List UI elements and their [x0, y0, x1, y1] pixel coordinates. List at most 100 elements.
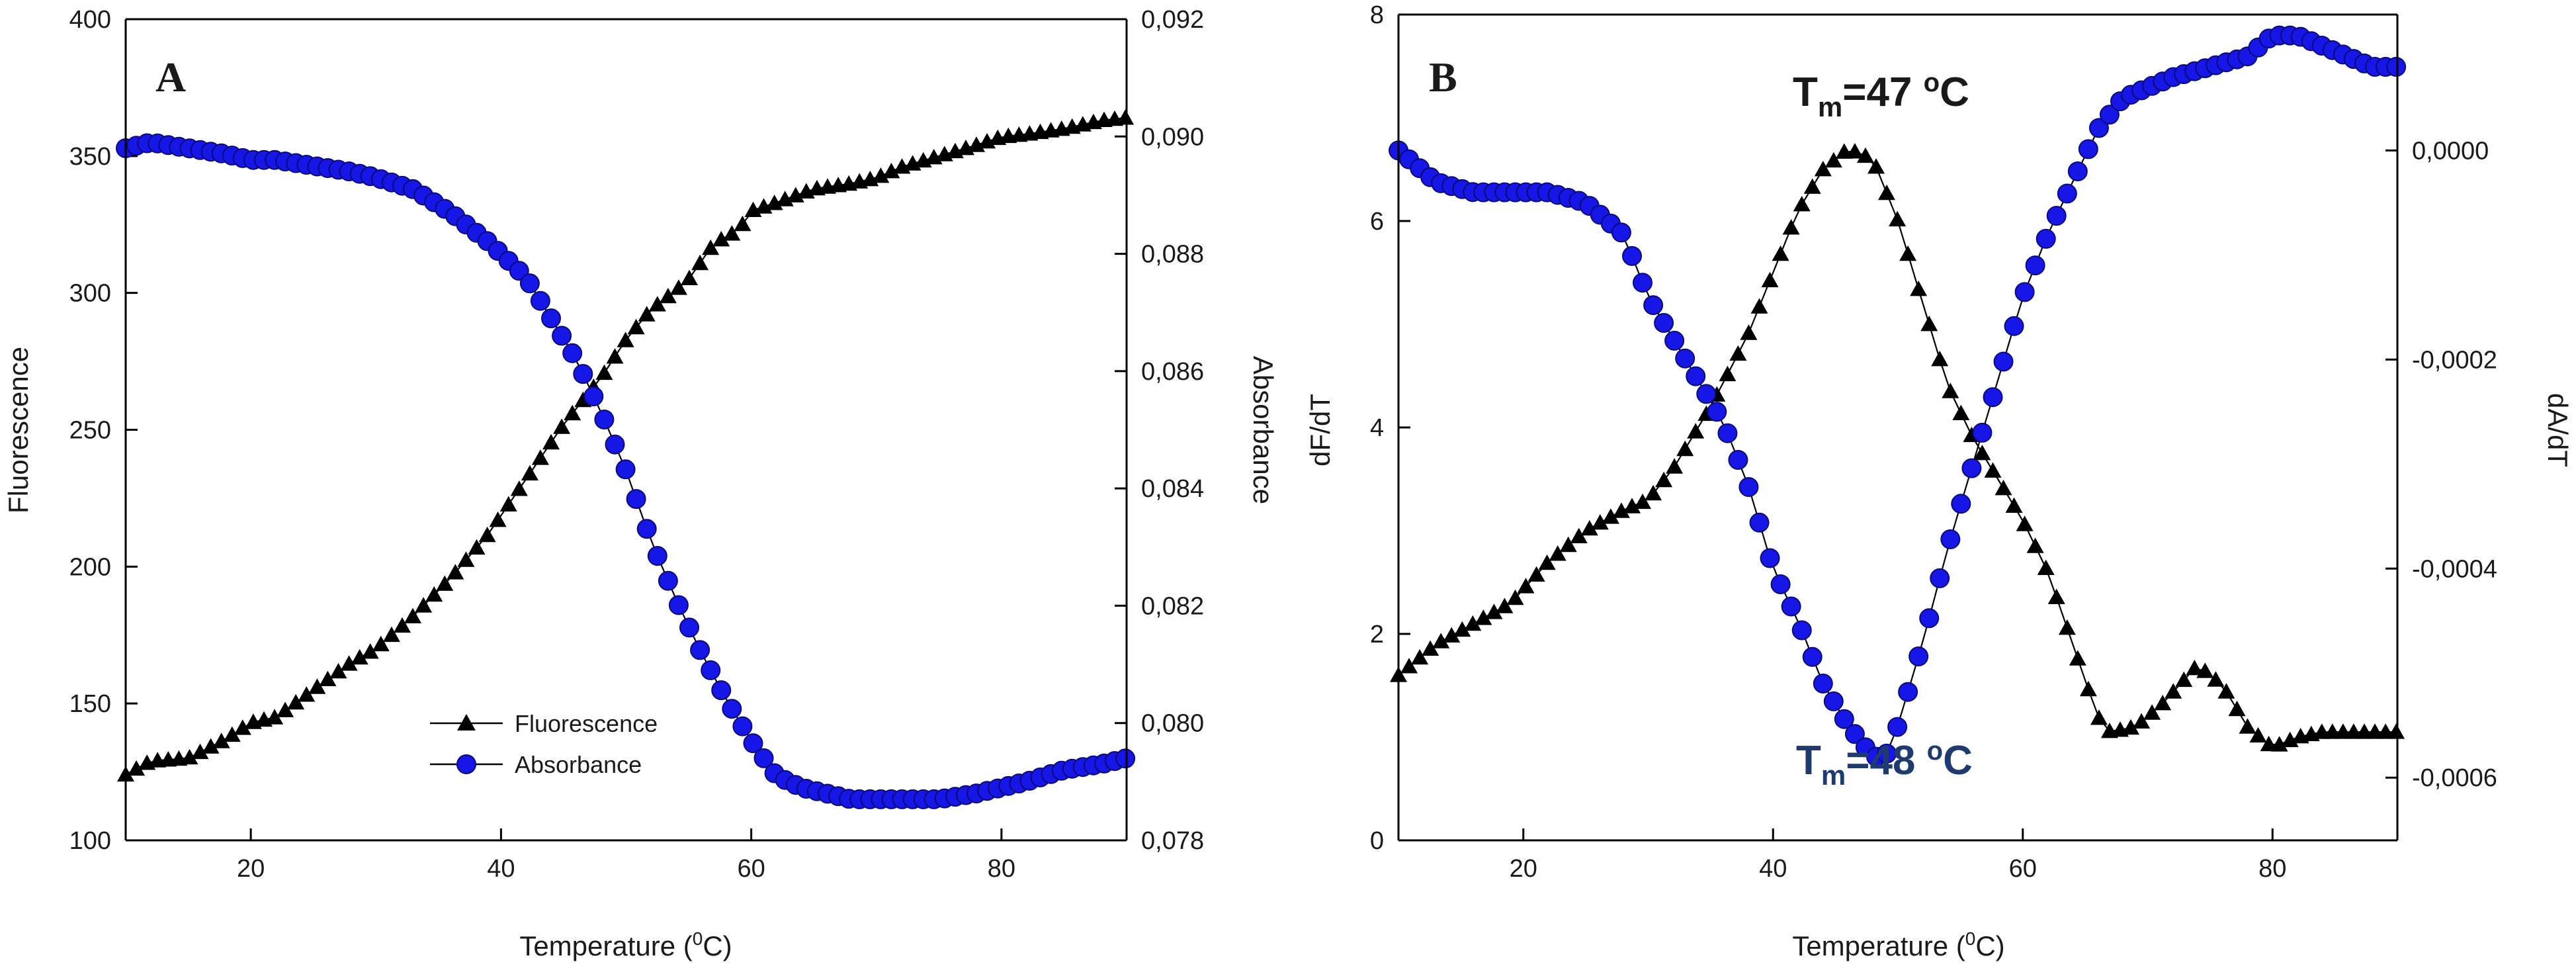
data-point-triangle: [510, 480, 528, 496]
data-point-triangle: [1868, 158, 1885, 174]
data-point-triangle: [223, 726, 241, 742]
data-point-triangle: [2217, 683, 2235, 699]
data-point-triangle: [787, 187, 804, 202]
data-point-triangle: [1475, 609, 1492, 625]
data-point-triangle: [1920, 316, 1938, 332]
data-point-triangle: [1942, 382, 1959, 398]
data-point-triangle: [1464, 615, 1482, 631]
data-point-triangle: [394, 617, 411, 633]
data-point-triangle: [1422, 640, 1439, 656]
x-tick-label: 80: [2258, 855, 2286, 883]
data-point-circle: [2014, 282, 2035, 302]
data-point-triangle: [1856, 147, 1874, 163]
data-point-triangle: [128, 760, 146, 776]
data-point-circle: [1760, 548, 1780, 568]
data-point-triangle: [1655, 471, 1673, 488]
data-point-triangle: [723, 225, 741, 241]
data-point-triangle: [1984, 462, 2002, 478]
data-point-triangle: [1676, 440, 1694, 457]
data-point-triangle: [2005, 497, 2023, 513]
panel-a-y-right-title: Absorbance: [1248, 356, 1279, 504]
data-point-circle: [1930, 568, 1950, 588]
data-point-triangle: [2122, 719, 2139, 735]
data-point-circle: [690, 640, 710, 660]
absorbance-series: [116, 133, 1136, 809]
data-point-triangle: [1772, 245, 1789, 261]
data-point-triangle: [382, 626, 400, 643]
data-point-circle: [1664, 330, 1685, 351]
data-point-triangle: [329, 662, 347, 679]
data-point-triangle: [308, 678, 326, 694]
data-point-circle: [1940, 529, 1961, 549]
data-point-triangle: [1995, 480, 2012, 496]
data-point-triangle: [1496, 598, 1514, 613]
data-point-triangle: [595, 364, 613, 380]
data-point-circle: [1739, 477, 1759, 497]
data-point-circle: [1972, 422, 1993, 443]
legend-triangle-icon: [457, 714, 476, 731]
data-point-triangle: [499, 496, 517, 511]
data-point-circle: [722, 699, 742, 719]
data-point-triangle: [882, 163, 900, 179]
data-point-triangle: [2196, 662, 2214, 678]
data-point-circle: [2067, 161, 2088, 181]
data-point-triangle: [319, 670, 337, 686]
y-right-tick-label: 0,090: [1141, 123, 1204, 151]
data-point-circle: [552, 326, 572, 346]
y-left-tick-label: 250: [69, 417, 111, 445]
data-point-triangle: [2133, 713, 2151, 729]
data-point-triangle: [287, 693, 305, 710]
data-point-circle: [1770, 574, 1791, 594]
data-point-triangle: [2058, 619, 2076, 635]
y-right-tick-label: 0,0000: [2412, 137, 2489, 165]
data-point-circle: [519, 273, 540, 294]
data-point-circle: [658, 570, 678, 591]
data-point-triangle: [1623, 498, 1641, 513]
data-point-triangle: [1761, 271, 1779, 288]
data-point-circle: [509, 261, 529, 281]
data-point-triangle: [478, 526, 496, 543]
data-point-triangle: [1612, 502, 1630, 518]
data-point-circle: [1791, 620, 1812, 641]
panel-a-y-left-title: Fluorescence: [3, 347, 34, 513]
data-point-circle: [743, 733, 763, 754]
panel-b-ticks: 20 40 60 80 0 2 4 6 8 -0,0006 -0,0004 -0,0002 0,0000: [1370, 1, 2497, 883]
data-point-triangle: [212, 732, 230, 748]
data-point-triangle: [1602, 508, 1619, 524]
y-right-tick-label: -0,0002: [2412, 346, 2497, 374]
data-point-triangle: [1527, 566, 1545, 582]
data-point-triangle: [1117, 109, 1135, 125]
y-left-tick-label: 200: [69, 553, 111, 581]
data-point-circle: [1115, 748, 1136, 769]
data-point-circle: [1749, 512, 1770, 533]
data-point-circle: [1728, 450, 1748, 470]
panel-a-chart: 20 40 60 80 100 150 200 250 300 350 400 0,078 0,080 0…: [3, 6, 1279, 961]
data-point-triangle: [2154, 695, 2172, 711]
tm-fluorescence-annotation: Tm=47 oC: [1793, 68, 1969, 122]
data-point-triangle: [648, 296, 666, 312]
data-point-triangle: [1411, 648, 1429, 665]
x-tick-label: 60: [2009, 855, 2037, 883]
data-point-triangle: [191, 743, 209, 760]
data-point-triangle: [1666, 458, 1684, 474]
data-point-triangle: [447, 564, 464, 580]
data-point-triangle: [2079, 680, 2097, 697]
y-right-tick-label: 0,086: [1141, 358, 1204, 386]
data-point-circle: [1717, 423, 1738, 443]
data-point-circle: [562, 343, 583, 363]
data-point-triangle: [2249, 727, 2267, 743]
y-right-tick-label: 0,088: [1141, 241, 1204, 269]
data-point-triangle: [681, 269, 698, 285]
data-point-triangle: [202, 738, 220, 754]
data-point-triangle: [1538, 554, 1556, 570]
data-point-triangle: [1559, 536, 1577, 553]
data-point-circle: [1813, 674, 1833, 693]
data-point-circle: [1887, 717, 1908, 737]
data-point-circle: [636, 519, 657, 539]
panel-a-label: A: [155, 54, 186, 101]
data-point-circle: [1823, 691, 1844, 711]
data-point-triangle: [415, 597, 433, 613]
data-point-triangle: [2037, 559, 2055, 575]
data-point-triangle: [2090, 709, 2108, 725]
data-point-triangle: [1931, 351, 1949, 367]
